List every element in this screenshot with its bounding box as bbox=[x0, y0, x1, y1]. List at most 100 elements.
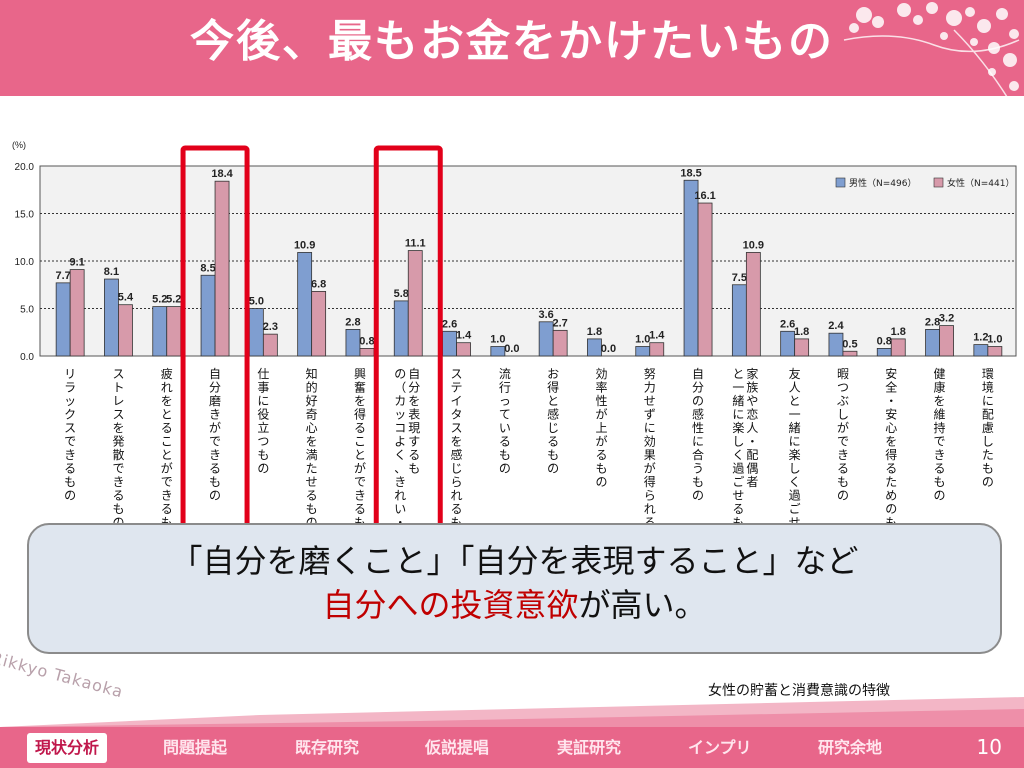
category-label: 疲れをとることができるも bbox=[161, 366, 173, 530]
callout-line1: 「自分を磨くこと」「自分を表現すること」など bbox=[170, 542, 859, 580]
callout-highlight: 自分への投資意欲 bbox=[322, 586, 579, 624]
bar-male bbox=[152, 306, 168, 357]
value-label-male: 0.8 bbox=[877, 335, 892, 347]
bar-male bbox=[55, 282, 71, 357]
tab-hypothesis[interactable]: 仮説提唱 bbox=[425, 738, 490, 757]
category-label: 自分を表現するもの（カッコよく、きれい・ bbox=[394, 367, 420, 530]
category-label: 健康を維持できるもの bbox=[934, 367, 946, 503]
bar-male bbox=[200, 274, 216, 357]
value-label-male: 7.5 bbox=[732, 272, 747, 284]
value-label-female: 5.2 bbox=[166, 294, 181, 306]
bar-male bbox=[973, 344, 989, 357]
category-label: ストレスを発散できるもの bbox=[112, 367, 124, 530]
value-label-male: 5.8 bbox=[394, 288, 409, 300]
value-label-male: 10.9 bbox=[294, 239, 315, 251]
bar-male bbox=[587, 338, 602, 357]
bar-female bbox=[890, 338, 906, 357]
category-label: 流行っているもの bbox=[499, 367, 511, 476]
decorative-band-icon bbox=[0, 697, 1024, 727]
category-label: 知的好奇心を満たせるもの bbox=[306, 367, 318, 530]
value-label-female: 9.1 bbox=[70, 257, 85, 269]
y-tick-label: 20.0 bbox=[15, 162, 35, 173]
tab-current-analysis[interactable]: 現状分析 bbox=[27, 733, 108, 763]
value-label-male: 2.6 bbox=[780, 318, 795, 330]
tab-prior-research[interactable]: 既存研究 bbox=[295, 738, 360, 757]
value-label-female: 16.1 bbox=[694, 190, 715, 202]
bar-female bbox=[552, 329, 568, 357]
value-label-male: 7.7 bbox=[56, 270, 71, 282]
y-tick-label: 10.0 bbox=[15, 257, 35, 268]
source-caption: 女性の貯蓄と消費意識の特徴 bbox=[708, 683, 890, 699]
legend-label-male: 男性（N=496） bbox=[849, 177, 916, 189]
y-unit-label: (%) bbox=[12, 140, 26, 150]
bar-female bbox=[697, 202, 713, 357]
bar-female bbox=[456, 342, 471, 357]
bar-male bbox=[538, 321, 554, 357]
value-label-female: 0.0 bbox=[504, 343, 519, 355]
value-label-female: 0.5 bbox=[842, 338, 857, 350]
y-tick-label: 5.0 bbox=[20, 305, 34, 316]
bar-male bbox=[828, 332, 844, 357]
value-label-male: 1.0 bbox=[635, 334, 650, 346]
bar-chart: 20.0 15.0 10.0 5.0 0.0 (%) 7.7 9.1 リラックスできるもの 8.1… bbox=[0, 130, 1024, 541]
legend-swatch-male bbox=[835, 177, 846, 188]
tab-problem[interactable]: 問題提起 bbox=[163, 738, 228, 757]
bar-male bbox=[393, 300, 409, 357]
bar-female bbox=[118, 304, 133, 357]
watermark: Rikkyo Takaoka bbox=[0, 648, 126, 702]
tab-future-research[interactable]: 研究余地 bbox=[818, 738, 883, 757]
bar-male bbox=[876, 347, 892, 357]
category-label: 環境に配慮したもの bbox=[982, 367, 994, 489]
category-label: 安全・安心を得るためのも bbox=[885, 366, 897, 530]
value-label-female: 6.8 bbox=[311, 278, 326, 290]
category-label: 家族や恋人・配偶者と一緒に楽しく過ごせるも bbox=[732, 366, 758, 530]
bar-male bbox=[780, 330, 796, 357]
legend-label-female: 女性（N=441） bbox=[947, 177, 1014, 189]
bar-female bbox=[987, 346, 1003, 357]
value-label-female: 1.0 bbox=[987, 334, 1002, 346]
bar-male bbox=[297, 252, 313, 357]
value-label-female: 2.3 bbox=[263, 321, 278, 333]
bar-male bbox=[490, 346, 506, 357]
value-label-female: 11.1 bbox=[405, 238, 426, 250]
value-label-male: 18.5 bbox=[680, 167, 701, 179]
category-label: 興奮を得ることができるも bbox=[354, 367, 366, 530]
title-bar: 今後、最もお金をかけたいもの bbox=[0, 0, 1024, 101]
value-label-female: 3.2 bbox=[939, 313, 954, 325]
value-label-male: 1.2 bbox=[973, 332, 988, 344]
y-tick-label: 0.0 bbox=[20, 352, 34, 363]
category-label: お得と感じるもの bbox=[547, 367, 559, 476]
flower-decoration-icon bbox=[843, 2, 1020, 101]
bar-male bbox=[345, 328, 361, 357]
value-label-male: 5.2 bbox=[152, 294, 167, 306]
bar-female bbox=[407, 250, 423, 357]
callout-box: 「自分を磨くこと」「自分を表現すること」など 自分への投資意欲が高い。 bbox=[27, 523, 1002, 654]
category-label: 友人と一緒に楽しく過ごせ bbox=[789, 367, 801, 530]
value-label-male: 1.0 bbox=[490, 334, 505, 346]
value-label-male: 8.1 bbox=[104, 266, 119, 278]
y-tick-label: 15.0 bbox=[15, 210, 35, 221]
category-label: 自分磨きができるもの bbox=[209, 367, 221, 503]
tab-empirical[interactable]: 実証研究 bbox=[557, 738, 622, 757]
bar-male bbox=[683, 179, 699, 357]
bar-male bbox=[731, 284, 747, 357]
callout-line2: 自分への投資意欲が高い。 bbox=[29, 583, 1000, 627]
value-label-female: 1.8 bbox=[891, 326, 906, 338]
tab-implications[interactable]: インプリ bbox=[688, 738, 752, 757]
category-label: 仕事に役立つもの bbox=[257, 367, 269, 476]
category-label: 努力せずに効果が得られる bbox=[644, 366, 656, 530]
value-label-female: 1.4 bbox=[456, 330, 472, 342]
bar-male bbox=[248, 308, 264, 357]
slide-title: 今後、最もお金をかけたいもの bbox=[190, 16, 834, 67]
bar-female bbox=[649, 342, 665, 357]
bar-male bbox=[104, 278, 119, 357]
bar-female bbox=[69, 269, 85, 357]
footer-nav: 現状分析 問題提起 既存研究 仮説提唱 実証研究 インプリ 研究余地 10 bbox=[0, 727, 1024, 768]
value-label-female: 1.4 bbox=[649, 330, 665, 342]
value-label-male: 8.5 bbox=[200, 262, 215, 274]
bar-female bbox=[794, 338, 810, 357]
legend-swatch-female bbox=[933, 177, 944, 188]
chart-svg: 20.0 15.0 10.0 5.0 0.0 (%) 7.79.1 リラックスできるもの 8.1… bbox=[12, 140, 1017, 541]
value-label-male: 1.8 bbox=[587, 326, 602, 338]
bar-female bbox=[745, 252, 761, 357]
